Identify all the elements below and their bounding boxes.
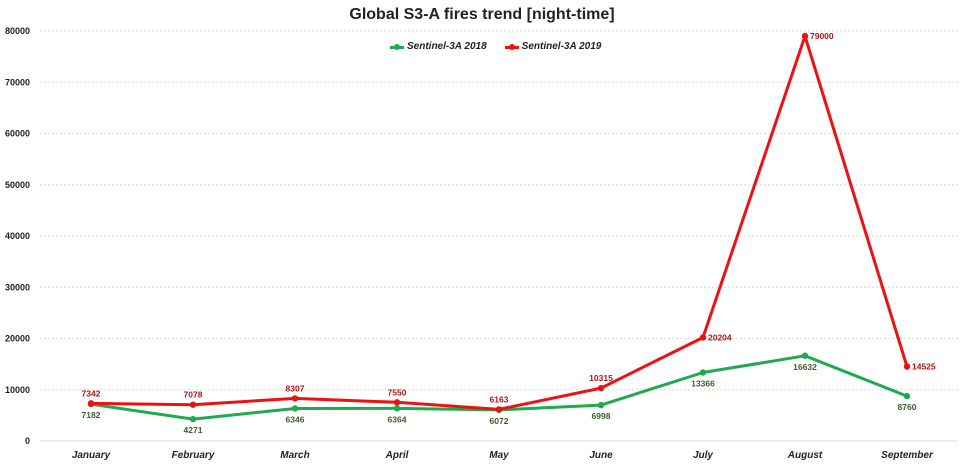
y-tick-label: 10000 — [5, 385, 30, 395]
data-label-2019: 79000 — [810, 31, 834, 41]
data-point-2019 — [801, 32, 809, 40]
data-point-2019 — [87, 400, 95, 407]
y-tick-label: 50000 — [5, 180, 30, 190]
data-point-2018 — [393, 405, 401, 412]
data-label-2019: 7342 — [82, 388, 101, 398]
data-label-2019: 10315 — [589, 373, 613, 383]
data-label-2019: 14525 — [912, 362, 936, 372]
data-point-2019 — [903, 363, 911, 370]
y-tick-label: 80000 — [5, 26, 30, 36]
x-tick-label: June — [589, 450, 613, 461]
y-tick-label: 60000 — [5, 129, 30, 139]
data-label-2018: 13366 — [691, 378, 715, 388]
data-point-2018 — [597, 401, 605, 409]
data-point-2019 — [495, 406, 503, 413]
x-tick-label: September — [881, 450, 934, 461]
x-tick-label: March — [280, 450, 309, 461]
legend-marker-2018 — [390, 43, 404, 51]
data-label-2019: 8307 — [286, 383, 305, 393]
data-label-2018: 6072 — [490, 416, 509, 426]
y-tick-label: 30000 — [5, 282, 30, 292]
y-tick-label: 0 — [25, 436, 30, 446]
legend-item-2019: Sentinel-3A 2019 — [504, 41, 602, 52]
x-tick-label: February — [172, 450, 215, 461]
data-point-2019 — [393, 399, 401, 406]
legend: Sentinel-3A 2018 Sentinel-3A 2019 — [390, 41, 601, 52]
x-tick-label: May — [489, 450, 509, 461]
data-label-2018: 8760 — [898, 402, 917, 412]
x-tick-label: August — [787, 450, 823, 461]
x-tick-label: July — [693, 450, 713, 461]
data-point-2019 — [291, 395, 299, 402]
data-point-2018 — [903, 392, 911, 400]
legend-marker-2019 — [504, 43, 519, 51]
chart-title: Global S3-A fires trend [night-time] — [349, 6, 615, 23]
legend-item-2018: Sentinel-3A 2018 — [390, 41, 487, 52]
data-label-2019: 6163 — [490, 394, 509, 404]
x-tick-label: April — [385, 450, 409, 461]
y-tick-label: 20000 — [5, 334, 30, 344]
legend-label-2019: Sentinel-3A 2019 — [521, 41, 602, 52]
data-point-2019 — [597, 384, 605, 392]
data-label-2018: 4271 — [184, 425, 203, 435]
y-tick-label: 70000 — [5, 77, 30, 87]
data-label-2018: 6346 — [286, 414, 305, 424]
y-tick-label: 40000 — [5, 231, 30, 241]
data-point-2018 — [291, 405, 299, 412]
data-label-2018: 6998 — [592, 411, 611, 421]
x-tick-label: January — [72, 450, 111, 461]
data-label-2018: 6364 — [388, 414, 407, 424]
data-label-2019: 7078 — [184, 390, 203, 400]
data-point-2019 — [189, 401, 197, 408]
data-label-2018: 7182 — [82, 410, 101, 420]
series-line-2019 — [89, 34, 909, 411]
data-point-2018 — [801, 352, 809, 359]
data-point-2018 — [189, 415, 197, 423]
data-point-2018 — [699, 369, 707, 376]
data-point-2019 — [699, 334, 707, 341]
data-label-2018: 16632 — [793, 362, 817, 372]
data-label-2019: 7550 — [388, 387, 407, 397]
legend-label-2018: Sentinel-3A 2018 — [407, 41, 487, 52]
data-label-2019: 20204 — [708, 332, 732, 342]
